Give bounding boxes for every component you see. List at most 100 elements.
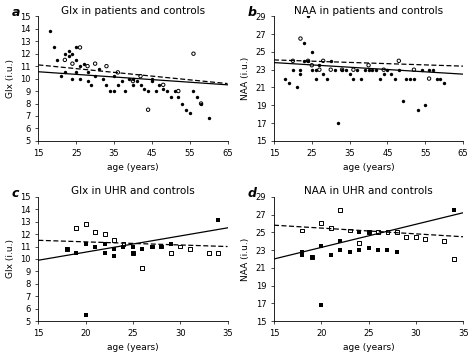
Point — [383, 67, 391, 73]
Point — [152, 88, 159, 94]
Point — [319, 71, 327, 77]
Point — [129, 76, 137, 82]
Point — [73, 225, 80, 231]
Point — [440, 80, 448, 86]
Point — [80, 61, 88, 67]
Point — [327, 67, 335, 73]
Point — [57, 73, 65, 79]
Point — [356, 229, 363, 235]
Point — [350, 67, 357, 73]
Point — [289, 67, 297, 73]
Point — [418, 67, 425, 73]
Point — [120, 241, 128, 247]
Point — [327, 252, 335, 257]
Point — [125, 76, 133, 82]
Point — [137, 82, 144, 88]
Point — [425, 67, 433, 73]
Point — [308, 49, 316, 55]
Point — [101, 250, 109, 256]
Title: NAA in UHR and controls: NAA in UHR and controls — [304, 186, 433, 196]
Point — [163, 88, 171, 94]
Point — [365, 246, 373, 251]
Point — [103, 63, 110, 69]
Point — [301, 40, 308, 46]
Point — [383, 229, 391, 235]
Point — [214, 250, 222, 256]
Point — [138, 265, 146, 271]
Point — [282, 76, 289, 82]
Point — [82, 312, 90, 318]
Point — [84, 69, 91, 75]
Point — [99, 76, 107, 82]
Point — [346, 71, 354, 77]
Point — [129, 82, 137, 88]
Point — [157, 244, 165, 250]
Point — [414, 107, 421, 113]
Point — [335, 120, 342, 126]
Point — [380, 67, 387, 73]
Text: b: b — [247, 6, 256, 19]
Point — [356, 240, 363, 246]
Point — [167, 250, 174, 256]
Point — [73, 69, 80, 75]
Point — [289, 58, 297, 64]
Point — [450, 207, 457, 213]
Point — [316, 62, 323, 68]
Point — [82, 241, 90, 247]
Title: Glx in UHR and controls: Glx in UHR and controls — [71, 186, 195, 196]
Point — [61, 51, 69, 57]
Y-axis label: NAA (i.u.): NAA (i.u.) — [241, 237, 250, 281]
Point — [114, 82, 122, 88]
Point — [148, 76, 155, 82]
X-axis label: age (years): age (years) — [343, 163, 394, 172]
Point — [167, 241, 174, 247]
Point — [54, 57, 61, 63]
Point — [157, 244, 165, 250]
Point — [171, 88, 178, 94]
Point — [214, 218, 222, 223]
Y-axis label: Glx (i.u.): Glx (i.u.) — [6, 59, 15, 98]
Point — [46, 28, 54, 34]
Point — [95, 66, 103, 72]
Point — [319, 58, 327, 64]
Point — [297, 36, 304, 42]
Point — [318, 243, 325, 248]
Point — [308, 254, 316, 260]
Point — [316, 67, 323, 73]
Point — [84, 63, 91, 69]
Point — [374, 229, 382, 235]
Point — [304, 58, 312, 64]
Point — [380, 71, 387, 77]
Point — [304, 14, 312, 19]
Point — [61, 69, 69, 75]
Point — [354, 67, 361, 73]
Point — [393, 249, 401, 255]
Point — [140, 86, 148, 91]
Point — [82, 221, 90, 227]
Point — [387, 71, 395, 77]
Point — [159, 86, 167, 91]
Point — [91, 73, 99, 79]
Point — [337, 247, 344, 253]
Point — [297, 67, 304, 73]
Point — [129, 244, 137, 250]
Point — [190, 88, 197, 94]
Point — [421, 237, 429, 242]
Text: d: d — [247, 187, 256, 200]
Title: Glx in patients and controls: Glx in patients and controls — [61, 6, 205, 15]
Point — [155, 82, 163, 88]
Point — [299, 228, 306, 233]
Point — [402, 234, 410, 240]
Point — [159, 82, 167, 88]
Point — [425, 76, 433, 82]
Point — [120, 244, 128, 250]
Point — [178, 101, 186, 106]
Point — [338, 67, 346, 73]
Point — [65, 48, 73, 54]
Point — [69, 61, 76, 67]
Point — [114, 69, 122, 75]
Point — [342, 67, 350, 73]
Point — [144, 107, 152, 113]
Point — [312, 76, 319, 82]
Point — [373, 67, 380, 73]
